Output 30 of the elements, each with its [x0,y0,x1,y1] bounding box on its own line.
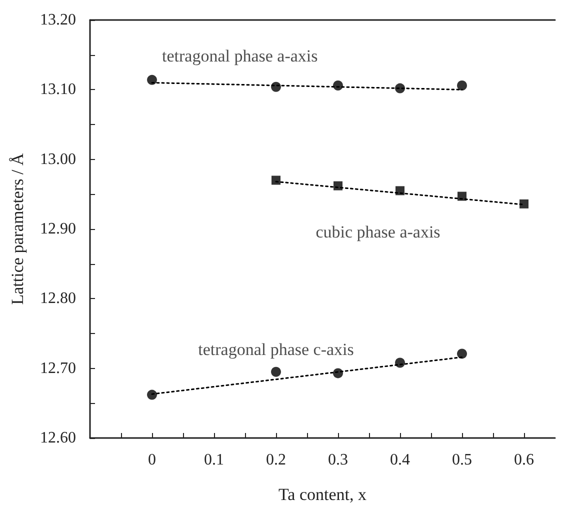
point [396,186,404,196]
y-tick-label: 13.20 [40,12,76,28]
y-tick-label: 12.90 [40,220,76,238]
series-label: tetragonal phase c-axis [198,340,354,359]
point [520,199,528,208]
y-tick-label: 12.70 [40,360,76,377]
point [147,74,157,85]
x-tick-label: 0.3 [328,452,348,468]
point [271,366,281,377]
point [271,82,281,92]
x-tick-label: 0.4 [390,452,410,468]
y-tick-label: 12.80 [40,290,76,308]
point [457,348,467,359]
y-tick-label: 13.00 [40,150,76,168]
x-tick-label: 0.1 [204,452,224,468]
point [457,80,467,90]
y-tick-label: 12.60 [40,430,76,446]
y-axis-title: Lattice parameters / Å [8,152,27,305]
x-tick-label: 0 [148,452,156,468]
x-tick-label: 0.2 [266,452,286,468]
series-label: tetragonal phase a-axis [162,46,318,66]
x-tick-label: 0.6 [514,452,534,468]
series-label: cubic phase a-axis [316,222,440,242]
point [272,176,280,185]
x-axis-title: Ta content, x [278,485,368,504]
point [334,181,342,190]
y-tick-label: 13.10 [40,81,76,98]
point [458,192,466,201]
x-tick-label: 0.5 [452,452,472,468]
point [147,390,157,400]
